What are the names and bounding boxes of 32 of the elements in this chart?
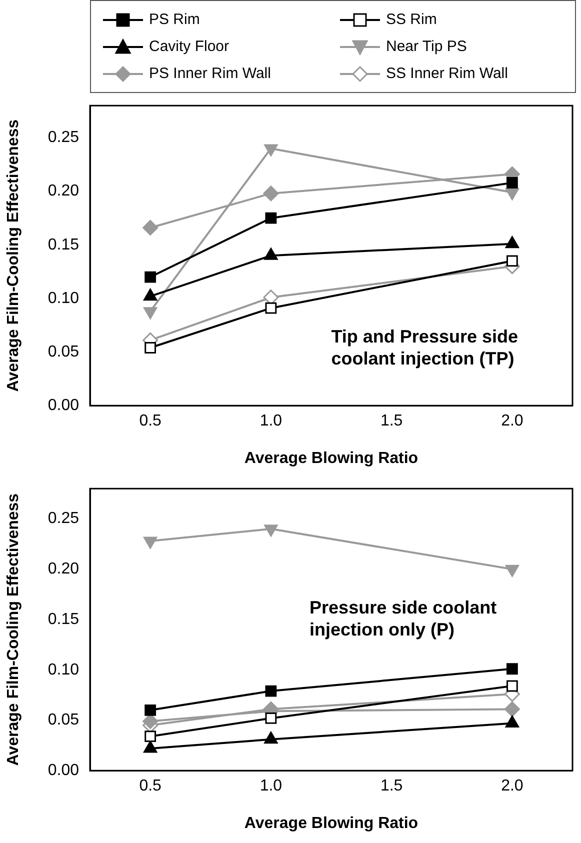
x-tick-label: 1.0 bbox=[260, 412, 282, 430]
x-tick-label: 2.0 bbox=[501, 412, 524, 430]
x-tick-label: 0.5 bbox=[139, 412, 162, 430]
x-tick-label: 1.5 bbox=[380, 778, 403, 795]
x-tick-label: 1.0 bbox=[260, 778, 282, 795]
x-tick-label: 1.5 bbox=[380, 412, 403, 430]
annotation: Pressure side coolant injection only (P) bbox=[310, 597, 497, 640]
y-tick-label: 0.10 bbox=[48, 661, 80, 678]
x-axis-title: Average Blowing Ratio bbox=[244, 450, 418, 467]
y-tick-label: 0.15 bbox=[48, 610, 80, 628]
legend-label: PS Rim bbox=[149, 11, 200, 28]
y-axis-title: Average Film-Cooling Effectiveness bbox=[5, 119, 22, 392]
y-tick-label: 0.05 bbox=[48, 343, 80, 360]
y-tick-label: 0.20 bbox=[48, 560, 80, 578]
x-tick-label: 0.5 bbox=[139, 778, 162, 795]
y-tick-label: 0.20 bbox=[48, 182, 80, 200]
x-tick-label: 2.0 bbox=[501, 778, 524, 795]
y-tick-label: 0.25 bbox=[48, 129, 80, 146]
y-tick-label: 0.15 bbox=[48, 236, 80, 254]
y-tick-label: 0.00 bbox=[48, 762, 80, 780]
x-axis-title: Average Blowing Ratio bbox=[244, 814, 418, 832]
legend-label: SS Inner Rim Wall bbox=[386, 65, 508, 82]
y-tick-label: 0.25 bbox=[48, 510, 80, 528]
y-tick-label: 0.00 bbox=[48, 397, 80, 414]
y-tick-label: 0.10 bbox=[48, 290, 80, 307]
legend-label: SS Rim bbox=[386, 11, 437, 28]
annotation: Tip and Pressure side coolant injection (TP) bbox=[331, 326, 518, 368]
y-axis-title: Average Film-Cooling Effectiveness bbox=[5, 493, 22, 766]
y-tick-label: 0.05 bbox=[48, 712, 80, 729]
legend-label: PS Inner Rim Wall bbox=[149, 65, 271, 82]
legend-label: Near Tip PS bbox=[386, 38, 467, 55]
legend-label: Cavity Floor bbox=[149, 38, 230, 55]
